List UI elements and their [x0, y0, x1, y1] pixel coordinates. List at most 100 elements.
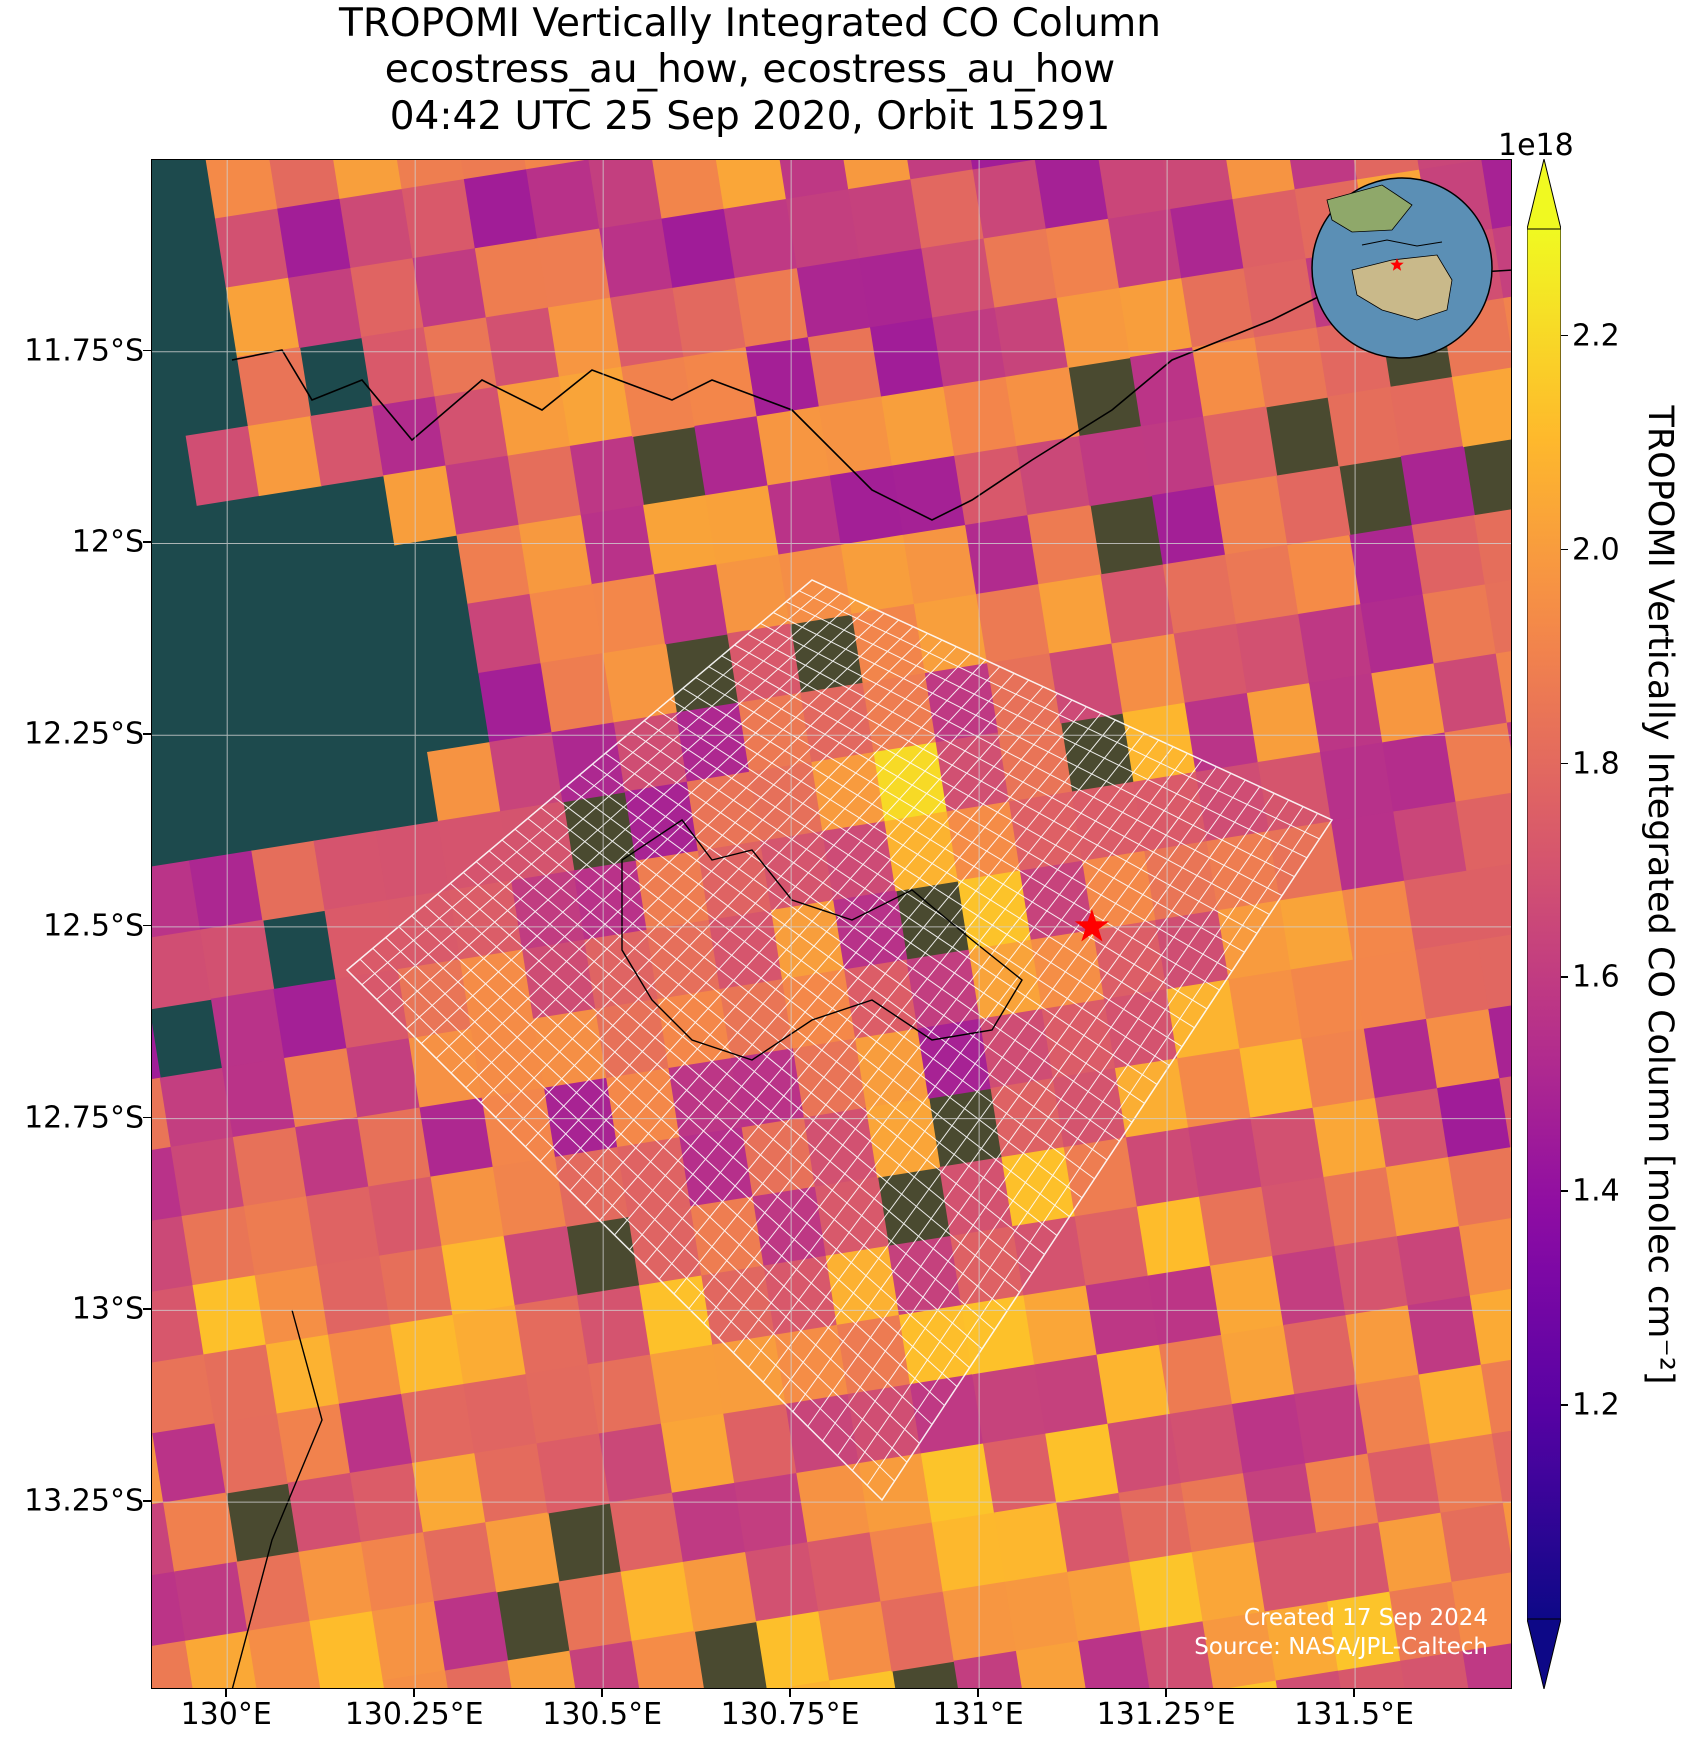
tropomi-pixel: [1056, 287, 1132, 368]
tropomi-pixel: [423, 317, 498, 398]
tropomi-pixel: [920, 1443, 996, 1524]
tropomi-pixel: [716, 554, 791, 635]
tropomi-pixel: [1462, 1641, 1511, 1688]
lat-tick-mark: [143, 349, 151, 352]
tropomi-pixel: [518, 514, 593, 595]
tropomi-pixels: [152, 160, 1511, 1688]
lon-tick-mark: [601, 1689, 603, 1697]
tropomi-pixel: [932, 307, 1007, 388]
tropomi-pixel: [1192, 337, 1267, 418]
ecostress-grid-line: [747, 633, 1270, 915]
tropomi-pixel: [456, 524, 531, 605]
tropomi-pixel: [1136, 1196, 1212, 1277]
tropomi-pixel: [1345, 1305, 1420, 1386]
colorbar-tick-label: 2.2: [1572, 318, 1620, 354]
tropomi-pixel: [1118, 277, 1194, 359]
tropomi-pixel: [1316, 1522, 1391, 1603]
tropomi-pixel: [152, 1146, 183, 1227]
tropomi-pixel: [1027, 505, 1102, 586]
tropomi-pixel: [1250, 1107, 1325, 1188]
tropomi-pixel: [1279, 890, 1355, 971]
tropomi-pixel: [910, 169, 985, 250]
tropomi-pixel: [873, 742, 948, 823]
map-canvas[interactable]: [152, 160, 1512, 1689]
tropomi-pixel: [1389, 1581, 1464, 1662]
tropomi-pixel: [266, 160, 341, 210]
tropomi-pixel: [526, 160, 601, 240]
tropomi-pixel: [383, 465, 458, 546]
tropomi-pixel: [1437, 1078, 1511, 1159]
tropomi-pixel: [225, 277, 301, 358]
tropomi-pixel: [152, 860, 202, 941]
tropomi-pixel: [774, 160, 850, 200]
tropomi-pixel: [386, 890, 462, 971]
tropomi-pixel: [254, 1265, 330, 1346]
tropomi-pixel: [840, 534, 915, 615]
tropomi-pixel: [997, 722, 1073, 803]
tropomi-pixel: [1382, 732, 1457, 813]
tropomi-pixel: [1400, 445, 1476, 527]
lat-tick-mark: [143, 1116, 151, 1119]
tropomi-pixel: [507, 1650, 582, 1688]
tropomi-pixel: [1444, 722, 1511, 803]
tropomi-pixel: [741, 1117, 816, 1198]
tropomi-pixel: [163, 1492, 238, 1573]
tropomi-pixel: [185, 1630, 260, 1688]
tropomi-pixel: [1191, 1542, 1266, 1623]
map-panel[interactable]: [151, 159, 1512, 1689]
tropomi-pixel: [533, 1008, 608, 1089]
colorbar-tick-mark: [1561, 334, 1568, 337]
tropomi-pixel: [375, 820, 451, 902]
tropomi-pixel: [1312, 1097, 1387, 1178]
tropomi-pixel: [727, 623, 802, 704]
tropomi-pixel: [1360, 594, 1435, 675]
tropomi-pixel: [1283, 1315, 1358, 1396]
tropomi-pixel: [1488, 999, 1511, 1080]
tropomi-pixel: [444, 1660, 520, 1688]
tropomi-pixel: [858, 1453, 933, 1534]
tropomi-pixel: [1140, 1621, 1215, 1688]
tropomi-pixel: [1093, 919, 1168, 1001]
tropomi-pixel: [338, 1393, 414, 1474]
tropomi-pixel: [987, 653, 1062, 734]
tropomi-pixel: [730, 1048, 805, 1129]
tropomi-pixel: [646, 919, 721, 1000]
tropomi-pixel: [152, 1077, 172, 1158]
tropomi-pixel: [203, 1344, 278, 1425]
tropomi-pixel: [587, 1354, 663, 1435]
tropomi-pixel: [1202, 1611, 1277, 1688]
tropomi-pixel: [613, 712, 689, 793]
colorbar-extend-max: [1527, 159, 1561, 230]
tropomi-pixel: [452, 160, 528, 181]
tropomi-pixel: [511, 870, 586, 951]
tropomi-pixel: [617, 1137, 692, 1218]
tropomi-pixel: [1481, 160, 1511, 230]
site-marker-star-icon: [1074, 908, 1109, 942]
tropomi-pixel: [185, 425, 260, 506]
tropomi-pixel: [1337, 1660, 1413, 1688]
tropomi-pixel: [588, 160, 663, 230]
tropomi-pixel: [536, 1433, 611, 1514]
lat-tick-label: 12.5°S: [43, 908, 144, 944]
tropomi-pixel: [310, 406, 385, 487]
tropomi-pixel: [309, 1611, 384, 1688]
tropomi-pixel: [1367, 1443, 1442, 1524]
tropomi-pixel: [610, 287, 685, 368]
tropomi-pixel: [1253, 1532, 1329, 1613]
tropomi-pixel: [1492, 218, 1511, 299]
lat-tick-mark: [143, 1500, 151, 1502]
tropomi-pixel: [1320, 742, 1395, 823]
tropomi-pixel: [880, 1591, 955, 1672]
tropomi-pixel: [1155, 910, 1230, 991]
tropomi-pixel: [313, 830, 388, 911]
lon-tick-label: 130.75°E: [720, 1697, 860, 1732]
tropomi-pixel: [675, 702, 751, 783]
tropomi-pixel: [1287, 534, 1362, 615]
tropomi-pixel: [525, 1364, 600, 1445]
tropomi-pixel: [434, 386, 509, 467]
title-line-3: 04:42 UTC 25 Sep 2020, Orbit 15291: [389, 94, 1111, 139]
tropomi-pixel: [412, 1453, 487, 1534]
tropomi-pixel: [390, 1314, 465, 1395]
tropomi-pixel: [818, 396, 894, 477]
tropomi-pixel: [796, 258, 872, 339]
